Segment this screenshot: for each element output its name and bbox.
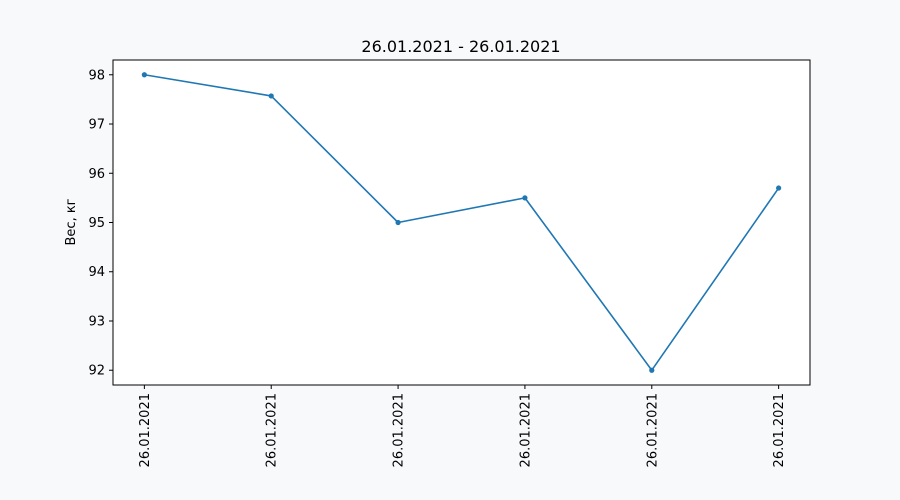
data-point xyxy=(141,72,147,78)
weight-series-line xyxy=(144,73,780,372)
y-tick-label: 98 xyxy=(88,68,105,83)
y-tick-label: 93 xyxy=(88,314,105,329)
data-point xyxy=(268,93,274,99)
x-tick-label: 26.01.2021 xyxy=(772,393,787,467)
plot-frame xyxy=(112,59,811,386)
y-axis-label: Вес, кг xyxy=(64,198,79,245)
data-point xyxy=(522,195,528,201)
data-point xyxy=(649,367,655,373)
x-tick-label: 26.01.2021 xyxy=(265,393,280,467)
data-point xyxy=(776,185,782,191)
x-tick-label: 26.01.2021 xyxy=(518,393,533,467)
chart-title: 26.01.2021 - 26.01.2021 xyxy=(361,37,560,56)
plot-area xyxy=(113,60,810,385)
y-axis: 92 93 94 95 96 97 98 xyxy=(88,68,113,379)
y-tick-label: 92 xyxy=(88,364,105,379)
x-tick-label: 26.01.2021 xyxy=(138,393,153,467)
y-tick-label: 97 xyxy=(88,118,105,133)
data-point xyxy=(395,219,401,226)
data-points xyxy=(141,72,782,373)
y-tick-label: 94 xyxy=(88,265,105,280)
y-tick-label: 95 xyxy=(88,216,105,231)
x-tick-label: 26.01.2021 xyxy=(645,393,660,467)
y-tick-label: 96 xyxy=(88,167,105,182)
x-tick-label: 26.01.2021 xyxy=(392,393,407,467)
x-axis: 26.01.2021 26.01.2021 26.01.2021 26.01.2021… xyxy=(138,385,787,467)
